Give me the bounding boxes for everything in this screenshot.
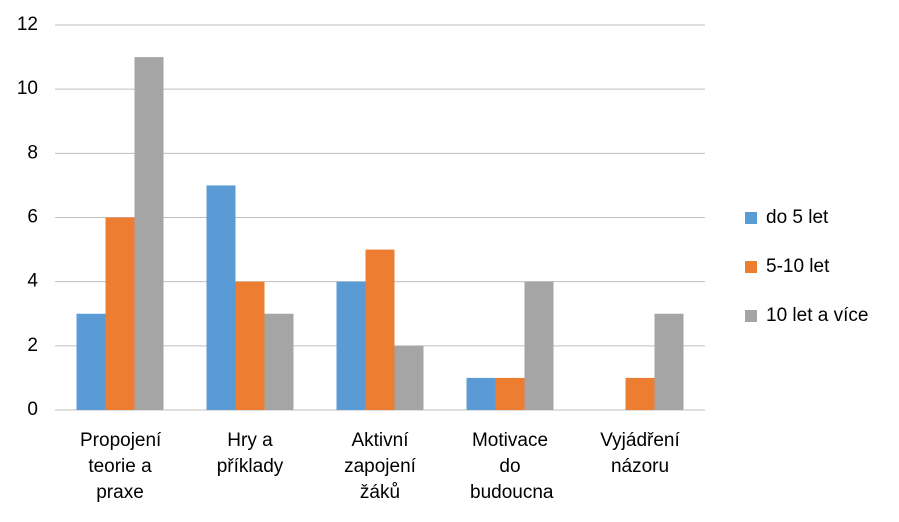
y-tick-label: 10 [17, 78, 38, 99]
bar [264, 313, 294, 410]
bar [206, 185, 236, 410]
y-tick-label: 4 [27, 271, 38, 292]
x-tick-label: Propojení teorie a praxe [80, 430, 162, 503]
bar [466, 377, 496, 410]
y-tick-label: 12 [17, 14, 38, 35]
bar [134, 57, 164, 410]
y-tick-label: 0 [27, 399, 38, 420]
legend-swatch [745, 212, 757, 224]
y-tick-label: 8 [27, 142, 38, 163]
x-tick-label: Hry a příklady [216, 430, 284, 477]
bar [625, 377, 655, 410]
legend-label: 5-10 let [766, 256, 830, 277]
bar [76, 313, 106, 410]
bar [394, 345, 424, 410]
y-tick-label: 2 [27, 335, 38, 356]
x-tick-label: Aktivní zapojení žáků [344, 430, 416, 503]
legend-swatch [745, 261, 757, 273]
bar [235, 281, 265, 410]
bar [365, 249, 395, 410]
bar [336, 281, 366, 410]
legend-label: do 5 let [766, 207, 829, 228]
legend-label: 10 let a více [766, 305, 868, 326]
bar [105, 217, 135, 410]
legend-swatch [745, 310, 757, 322]
bar [524, 281, 554, 410]
y-tick-label: 6 [27, 207, 38, 228]
x-tick-label: Motivace do budoucna [470, 430, 554, 503]
x-tick-label: Vyjádření názoru [600, 430, 680, 477]
bar [654, 313, 684, 410]
bar [495, 377, 525, 410]
